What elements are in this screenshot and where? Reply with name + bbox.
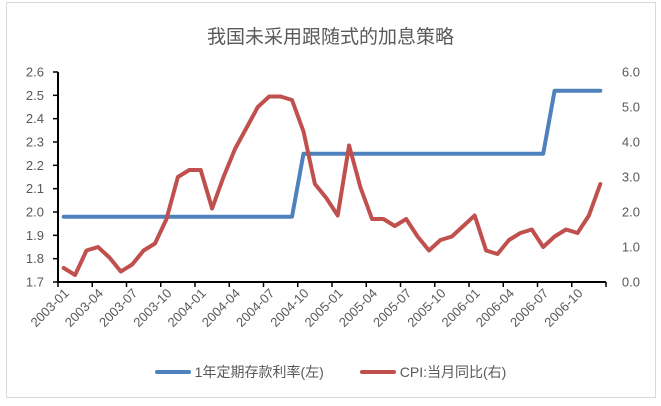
- left-axis-tick-label: 1.7: [26, 275, 44, 290]
- legend-label-rate: 1年定期存款利率(左): [194, 364, 324, 380]
- legend-swatch-rate: [154, 370, 191, 374]
- right-axis-tick-label: 1.0: [622, 240, 640, 255]
- left-axis-tick-label: 2.6: [26, 65, 44, 80]
- x-axis-tick-label: 2006-10: [541, 286, 585, 330]
- left-axis-tick-label: 2.1: [26, 181, 44, 196]
- left-axis-tick-label: 1.8: [26, 251, 44, 266]
- legend-item-cpi: CPI:当月同比(右): [359, 362, 507, 382]
- left-axis-tick-label: 2.5: [26, 88, 44, 103]
- left-axis-tick-label: 2.3: [26, 135, 44, 150]
- right-axis-tick-label: 2.0: [622, 205, 640, 220]
- right-axis-tick-label: 4.0: [622, 135, 640, 150]
- left-axis-tick-label: 1.9: [26, 228, 44, 243]
- cpi-series-line: [61, 94, 603, 277]
- right-axis-tick-label: 3.0: [622, 170, 640, 185]
- right-axis-tick-label: 5.0: [622, 100, 640, 115]
- left-axis-tick-label: 2.2: [26, 158, 44, 173]
- right-axis-tick-label: 0.0: [622, 275, 640, 290]
- legend-item-rate: 1年定期存款利率(左): [154, 362, 324, 382]
- left-axis-tick-label: 2.4: [26, 111, 44, 126]
- legend-swatch-cpi: [359, 370, 396, 374]
- left-axis-tick-label: 2.0: [26, 205, 44, 220]
- chart-frame: [6, 2, 656, 398]
- legend-label-cpi: CPI:当月同比(右): [399, 364, 507, 380]
- chart-title: 我国未采用跟随式的加息策略: [206, 26, 454, 48]
- chart-legend: 1年定期存款利率(左) CPI:当月同比(右): [0, 362, 661, 382]
- rate-series-line: [61, 88, 603, 219]
- right-axis-tick-label: 6.0: [622, 65, 640, 80]
